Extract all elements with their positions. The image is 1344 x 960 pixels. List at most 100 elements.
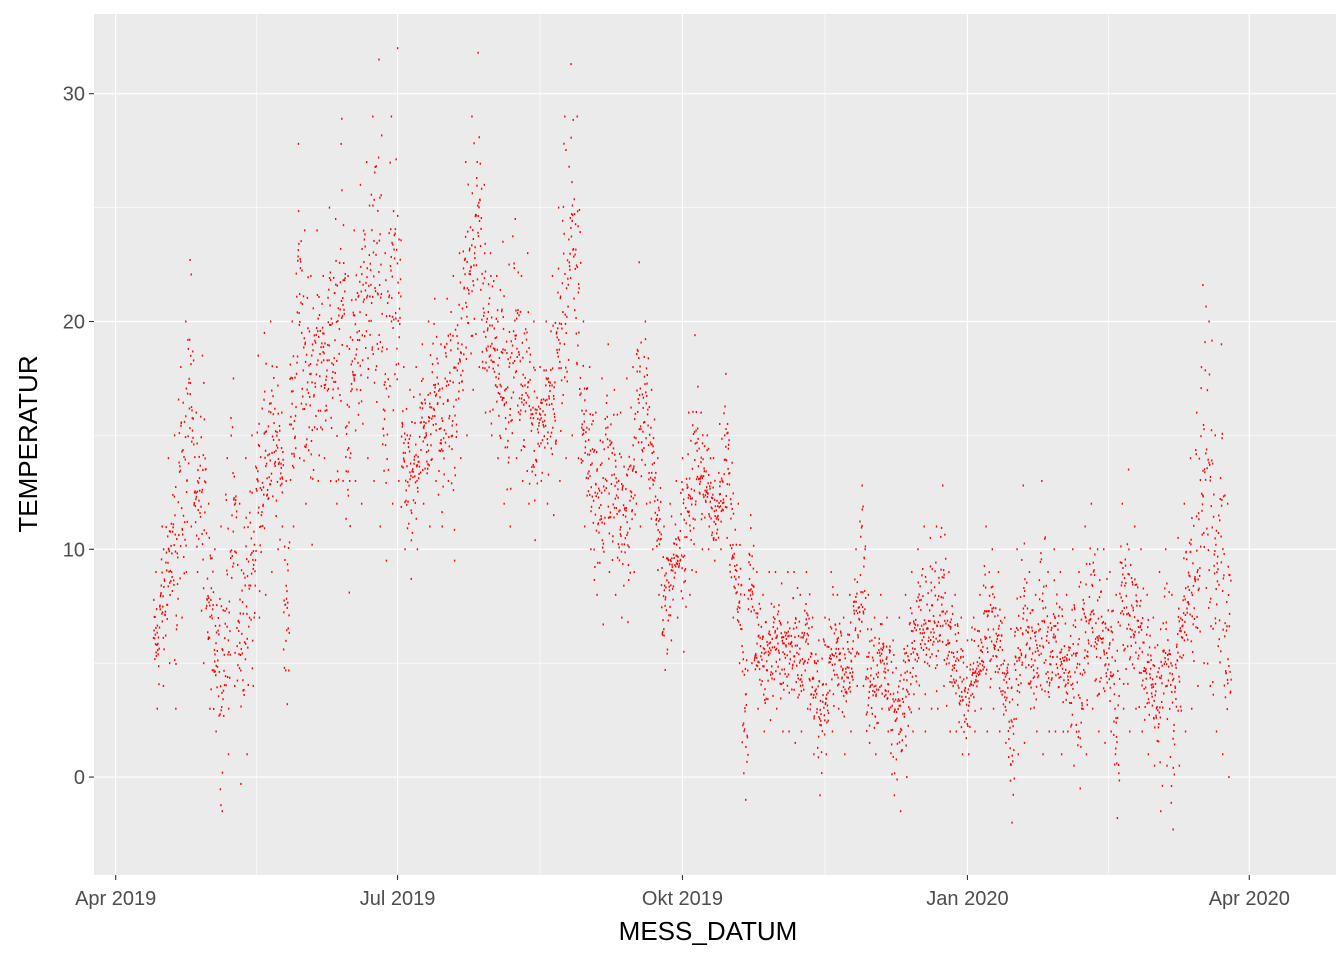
data-point [163, 585, 165, 588]
data-point [606, 438, 609, 441]
data-point [760, 651, 763, 654]
data-point [262, 503, 264, 506]
data-point [443, 429, 446, 432]
data-point [226, 457, 228, 460]
data-point [473, 264, 475, 267]
data-point [238, 667, 241, 670]
data-point [454, 328, 457, 331]
data-point [703, 467, 705, 470]
data-point [813, 660, 816, 663]
data-point [808, 627, 810, 630]
data-point [858, 606, 860, 609]
data-point [768, 647, 771, 650]
data-point [431, 371, 433, 374]
data-point [344, 273, 347, 276]
data-point [413, 462, 415, 465]
data-point [701, 474, 703, 477]
data-point [433, 390, 436, 393]
data-point [678, 562, 681, 565]
data-point [825, 693, 828, 696]
data-point [844, 753, 846, 756]
data-point [433, 322, 435, 325]
data-point [927, 627, 929, 630]
data-point [360, 265, 362, 268]
data-point [1152, 616, 1155, 619]
data-point [1223, 574, 1225, 577]
data-point [808, 593, 811, 596]
data-point [681, 597, 684, 600]
data-point [1162, 622, 1164, 625]
data-point [703, 470, 706, 473]
data-point [1065, 683, 1067, 686]
data-point [451, 420, 454, 423]
data-point [1093, 613, 1095, 616]
data-point [1013, 718, 1015, 721]
data-point [565, 332, 567, 335]
data-point [684, 579, 686, 582]
data-point [677, 537, 680, 540]
data-point [243, 694, 245, 696]
data-point [946, 619, 949, 622]
data-point [1078, 638, 1080, 641]
data-point [821, 730, 823, 733]
data-point [1086, 650, 1089, 653]
data-point [429, 406, 431, 409]
data-point [1049, 622, 1052, 625]
data-point [949, 621, 952, 624]
data-point [800, 690, 803, 693]
data-point [571, 204, 574, 207]
data-point [716, 532, 718, 535]
data-point [1163, 649, 1165, 652]
data-point [605, 401, 608, 404]
data-point [689, 497, 692, 500]
data-point [1136, 619, 1139, 622]
data-point [1172, 766, 1175, 769]
data-point [263, 331, 266, 334]
data-point [1133, 616, 1136, 619]
data-point [632, 444, 634, 447]
data-point [542, 398, 545, 401]
data-point [653, 418, 656, 421]
data-point [609, 511, 612, 514]
data-point [751, 583, 753, 586]
data-point [727, 467, 729, 470]
data-point [831, 678, 833, 681]
data-point [158, 647, 160, 650]
data-point [673, 542, 676, 545]
data-point [590, 505, 593, 508]
data-point [1203, 531, 1205, 534]
data-point [703, 445, 706, 448]
data-point [1221, 432, 1224, 435]
data-point [820, 751, 823, 754]
data-point [317, 330, 319, 333]
data-point [641, 448, 643, 451]
data-point [362, 283, 364, 286]
data-point [155, 626, 157, 629]
data-point [721, 479, 723, 482]
data-point [812, 696, 814, 699]
data-point [985, 672, 987, 675]
data-point [368, 319, 370, 322]
data-point [1076, 651, 1078, 654]
data-point [745, 693, 747, 696]
data-point [995, 632, 997, 635]
data-point [434, 297, 436, 300]
data-point [960, 648, 962, 651]
data-point [1116, 762, 1118, 765]
data-point [919, 585, 921, 588]
data-point [654, 495, 657, 498]
data-point [361, 334, 364, 337]
data-point [927, 592, 929, 595]
data-point [647, 357, 650, 360]
data-point [266, 493, 269, 496]
data-point [881, 707, 883, 710]
data-point [568, 261, 571, 264]
data-point [556, 351, 559, 354]
axis-ticks [89, 93, 1250, 880]
data-point [1165, 663, 1168, 666]
data-point [1199, 567, 1201, 570]
data-point [548, 395, 550, 398]
data-point [909, 671, 912, 674]
data-point [822, 700, 824, 703]
data-point [201, 532, 203, 535]
